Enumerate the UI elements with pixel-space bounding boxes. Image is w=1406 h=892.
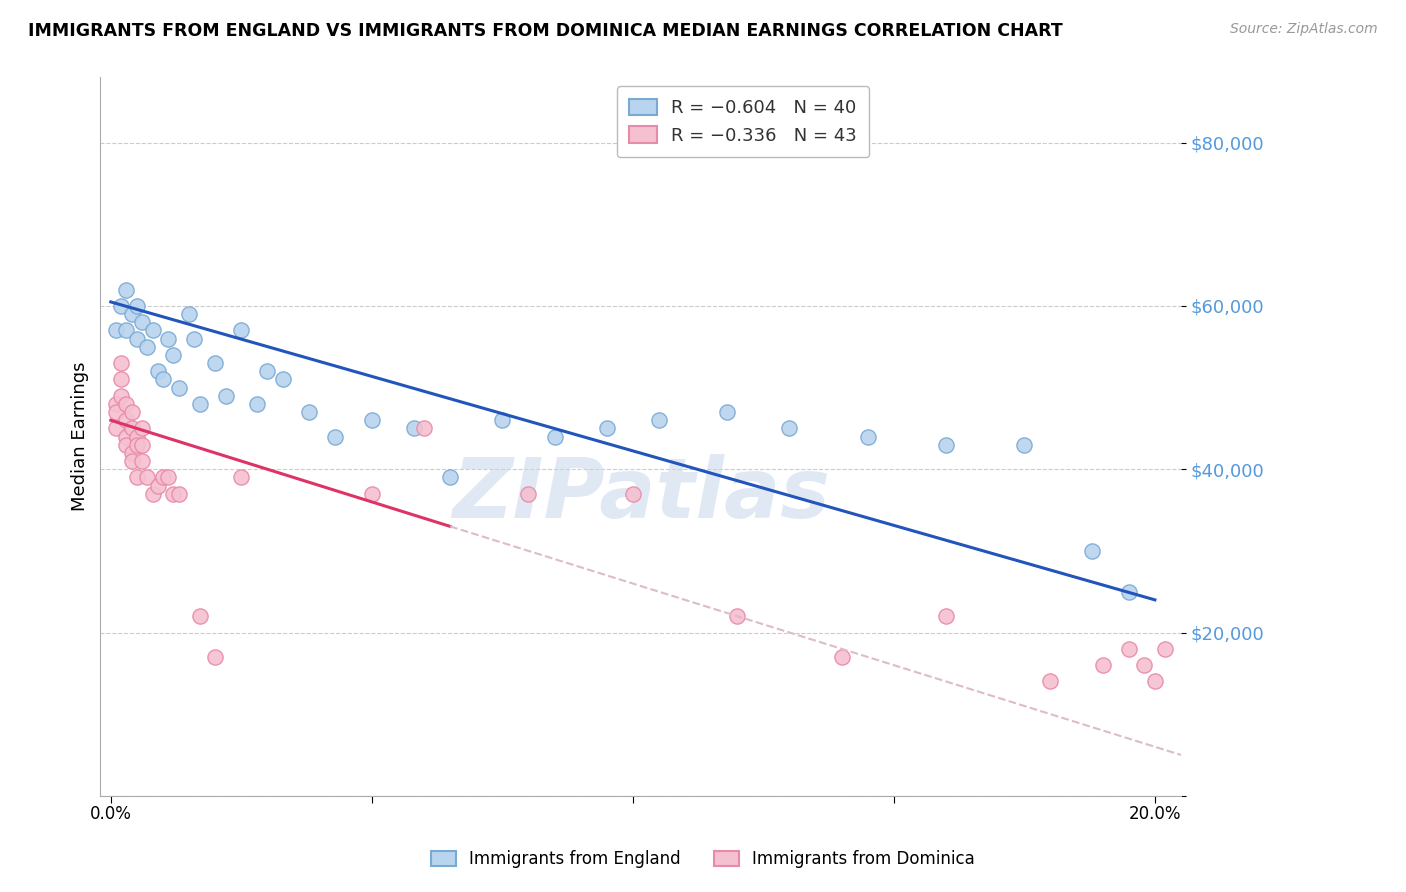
Point (105, 421, 128, 435)
Point (271, 372, 294, 386)
Point (146, 478, 169, 492)
Point (1039, 674, 1062, 689)
Point (831, 650, 853, 665)
Point (136, 340, 159, 354)
Point (110, 389, 132, 403)
Point (121, 421, 143, 435)
Point (142, 323, 165, 337)
Point (131, 421, 153, 435)
Text: ZIPatlas: ZIPatlas (451, 453, 830, 534)
Point (725, 609, 748, 624)
Text: IMMIGRANTS FROM ENGLAND VS IMMIGRANTS FROM DOMINICA MEDIAN EARNINGS CORRELATION : IMMIGRANTS FROM ENGLAND VS IMMIGRANTS FR… (28, 22, 1063, 40)
Point (231, 470, 253, 484)
Point (648, 413, 671, 427)
Point (621, 487, 644, 501)
Point (131, 454, 153, 468)
Text: Source: ZipAtlas.com: Source: ZipAtlas.com (1230, 22, 1378, 37)
Point (157, 470, 180, 484)
Point (115, 397, 138, 411)
Point (121, 405, 143, 419)
Point (323, 429, 346, 443)
Point (1118, 584, 1140, 599)
Point (183, 332, 205, 346)
Point (110, 372, 132, 386)
Point (188, 609, 211, 624)
Point (136, 470, 159, 484)
Point (1154, 641, 1177, 656)
Point (778, 421, 800, 435)
Point (115, 413, 138, 427)
Point (105, 323, 128, 337)
Point (716, 405, 738, 419)
Point (360, 413, 382, 427)
Point (152, 470, 174, 484)
Point (204, 650, 226, 665)
Point (517, 487, 540, 501)
Point (152, 372, 174, 386)
Point (935, 609, 957, 624)
Point (231, 323, 253, 337)
Point (115, 323, 138, 337)
Point (214, 389, 236, 403)
Point (125, 299, 148, 313)
Point (402, 421, 425, 435)
Point (298, 405, 321, 419)
Point (125, 438, 148, 452)
Point (115, 438, 138, 452)
Point (1143, 674, 1166, 689)
Point (413, 421, 436, 435)
Point (146, 364, 169, 378)
Point (157, 332, 180, 346)
Point (115, 283, 138, 297)
Point (110, 299, 132, 313)
Point (246, 397, 269, 411)
Point (131, 315, 153, 329)
Point (115, 429, 138, 443)
Point (105, 397, 128, 411)
Point (125, 332, 148, 346)
Point (1091, 658, 1114, 673)
Point (856, 429, 879, 443)
Point (177, 307, 200, 321)
Legend: R = −0.604   N = 40, R = −0.336   N = 43: R = −0.604 N = 40, R = −0.336 N = 43 (617, 87, 869, 157)
Point (543, 429, 565, 443)
Point (121, 307, 143, 321)
Point (131, 438, 153, 452)
Point (256, 364, 278, 378)
Point (439, 470, 461, 484)
Point (491, 413, 513, 427)
Point (125, 429, 148, 443)
Point (167, 487, 190, 501)
Point (121, 446, 143, 460)
Point (935, 438, 957, 452)
Point (162, 487, 184, 501)
Point (162, 348, 184, 362)
Point (1133, 658, 1156, 673)
Point (188, 397, 211, 411)
Point (167, 381, 190, 395)
Point (596, 421, 619, 435)
Legend: Immigrants from England, Immigrants from Dominica: Immigrants from England, Immigrants from… (425, 844, 981, 875)
Point (105, 405, 128, 419)
Point (110, 356, 132, 370)
Point (1014, 438, 1036, 452)
Point (125, 470, 148, 484)
Point (1081, 544, 1104, 558)
Point (142, 487, 165, 501)
Y-axis label: Median Earnings: Median Earnings (72, 362, 89, 511)
Point (1118, 641, 1140, 656)
Point (204, 356, 226, 370)
Point (360, 487, 382, 501)
Point (121, 454, 143, 468)
